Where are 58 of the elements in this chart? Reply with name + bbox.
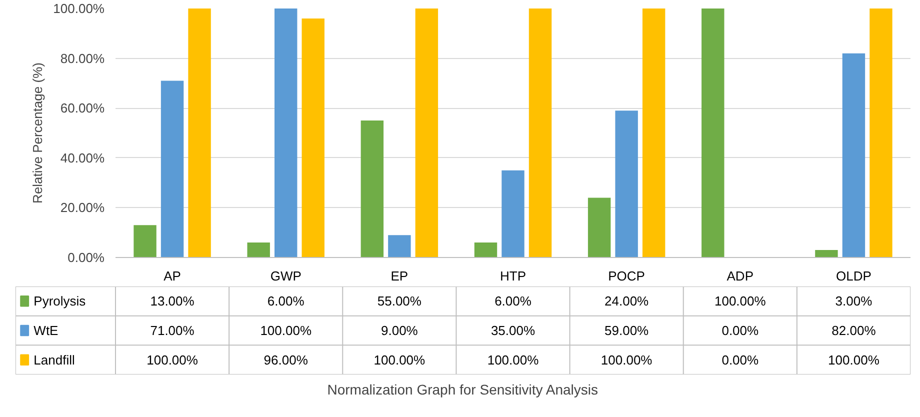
bar <box>134 225 156 258</box>
text: Normalization Graph for Sensitivity Analysis <box>327 382 598 398</box>
data-label: 100.00% <box>487 352 540 368</box>
legend-label: Pyrolysis <box>34 294 86 309</box>
data-label: 100.00% <box>600 352 653 368</box>
data-label: 82.00% <box>832 323 876 338</box>
data-label: 55.00% <box>377 294 422 309</box>
data-label: 0.00% <box>722 352 760 368</box>
bar <box>702 8 724 258</box>
data-label: 3.00% <box>835 294 873 309</box>
x-tick-label: POCP <box>608 268 645 284</box>
y-axis-title: Relative Percentage (%) <box>30 62 46 204</box>
data-label: 59.00% <box>604 323 650 338</box>
x-tick-label: GWP <box>270 268 302 284</box>
data-label: 13.00% <box>150 294 195 309</box>
x-tick-label: HTP <box>500 268 526 284</box>
bar <box>642 8 666 258</box>
y-tick-label: 20.00% <box>60 200 105 216</box>
bar <box>842 53 866 258</box>
bar <box>870 8 892 258</box>
bar <box>188 8 211 258</box>
legend-label: WtE <box>34 323 59 338</box>
bar <box>247 242 270 258</box>
bar <box>360 120 384 258</box>
bar <box>274 8 298 258</box>
data-label: 9.00% <box>381 323 418 338</box>
bar <box>588 198 611 258</box>
data-label: 35.00% <box>490 323 536 338</box>
data-label: 100.00% <box>146 352 198 368</box>
bar <box>415 8 438 258</box>
y-tick-label: 40.00% <box>60 150 105 166</box>
data-label: 6.00% <box>494 294 532 309</box>
data-label: 100.00% <box>374 352 426 368</box>
x-tick-label: ADP <box>726 268 754 284</box>
data-label: 100.00% <box>828 352 880 368</box>
y-tick-label: 100.00% <box>53 1 105 16</box>
bar <box>815 250 838 258</box>
data-label: 6.00% <box>267 294 305 309</box>
bar <box>615 110 638 258</box>
legend-label: Landfill <box>34 352 75 368</box>
x-tick-label: EP <box>390 268 408 284</box>
data-label: 24.00% <box>604 294 650 309</box>
data-label: 100.00% <box>260 323 312 338</box>
bar <box>528 8 552 258</box>
y-tick-label: 80.00% <box>60 50 105 66</box>
y-tick-label: 60.00% <box>60 100 105 116</box>
bar <box>474 242 498 258</box>
data-label: 0.00% <box>722 323 760 338</box>
bar <box>160 80 184 258</box>
data-label: 100.00% <box>714 294 766 309</box>
data-label: 96.00% <box>264 352 308 368</box>
y-tick-label: 0.00% <box>68 250 105 265</box>
x-tick-label: AP <box>164 268 181 284</box>
bar <box>502 170 524 258</box>
x-tick-label: OLDP <box>836 268 872 284</box>
data-label: 71.00% <box>150 323 195 338</box>
bar <box>302 18 324 258</box>
bar <box>388 235 411 258</box>
